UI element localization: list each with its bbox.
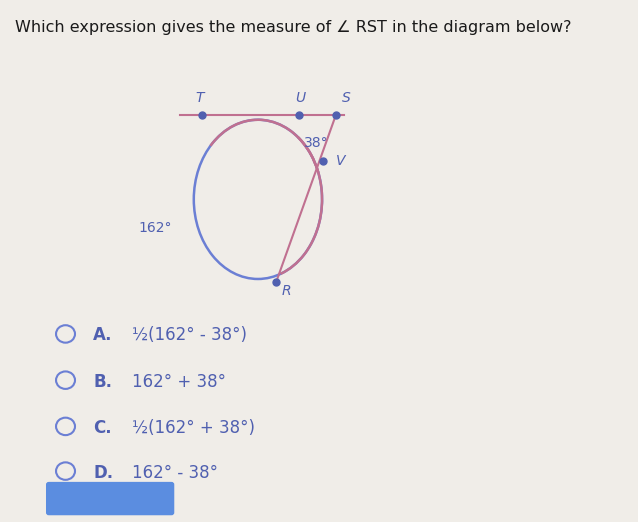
Text: T: T <box>195 91 204 105</box>
Text: S: S <box>342 91 350 105</box>
Text: D.: D. <box>93 464 114 482</box>
Text: B.: B. <box>93 373 112 390</box>
Text: 38°: 38° <box>304 136 329 150</box>
Text: 162°: 162° <box>138 221 172 234</box>
Text: A.: A. <box>93 326 113 345</box>
Text: Which expression gives the measure of ∠ RST in the diagram below?: Which expression gives the measure of ∠ … <box>15 20 572 34</box>
FancyBboxPatch shape <box>46 482 174 515</box>
Text: R: R <box>281 284 291 298</box>
Text: 162° + 38°: 162° + 38° <box>133 373 226 390</box>
Text: V: V <box>336 154 345 168</box>
Text: C.: C. <box>93 419 112 437</box>
Text: ½(162° + 38°): ½(162° + 38°) <box>133 419 255 437</box>
Text: 162° - 38°: 162° - 38° <box>133 464 218 482</box>
Text: ½(162° - 38°): ½(162° - 38°) <box>133 326 248 345</box>
Text: U: U <box>295 91 305 105</box>
